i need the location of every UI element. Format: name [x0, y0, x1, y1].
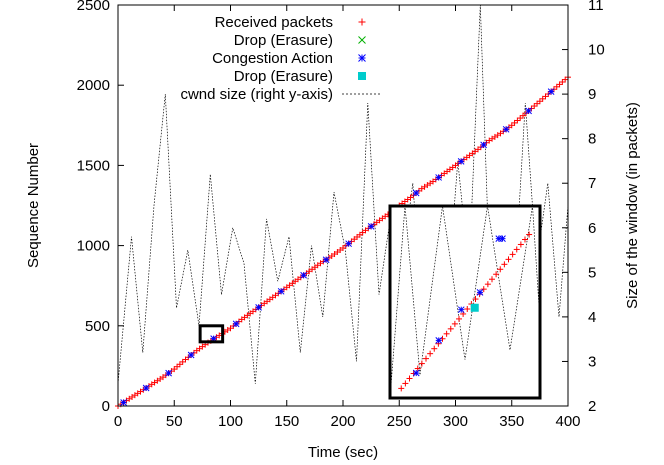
y2-axis-title: Size of the window (in packets) [624, 102, 641, 309]
y2-tick-label: 11 [588, 0, 604, 14]
inset-received-point [526, 231, 533, 238]
legend-swatch [358, 72, 366, 80]
congestion-point [480, 141, 487, 149]
congestion-point [255, 304, 262, 311]
x-tick-label: 150 [274, 413, 299, 430]
inset-received-point [443, 330, 450, 337]
inset-received-point [464, 305, 471, 312]
congestion-point [142, 384, 150, 392]
y-tick-label: 1500 [77, 157, 110, 174]
x-tick-label: 350 [499, 413, 524, 430]
legend-swatch [358, 54, 366, 62]
inset-congestion-point [457, 306, 465, 314]
inset-received-point [501, 261, 508, 268]
inset-received-point [402, 380, 409, 387]
y2-axis-ticks: 2 3 4 5 6 7 8 9 10 11 [562, 0, 605, 415]
x-tick-label: 300 [443, 413, 468, 430]
inset-received-point [398, 385, 405, 392]
inset-received-point [451, 320, 458, 327]
congestion-point [165, 369, 172, 377]
y-tick-label: 1000 [77, 238, 110, 255]
congestion-point [345, 240, 352, 248]
x-axis-ticks: 0 50 100 150 200 250 300 350 400 [114, 5, 581, 430]
inset-received-point [513, 246, 520, 253]
legend-label: Congestion Action [212, 50, 333, 67]
x-tick-label: 400 [555, 413, 580, 430]
inset-received-point [517, 241, 524, 248]
inset-congestion-point [412, 369, 420, 377]
congestion-point [367, 222, 375, 230]
inset-drop-point [470, 303, 479, 312]
inset-received-point [497, 266, 504, 273]
inset-received-point [427, 350, 434, 357]
inset-frame [388, 204, 542, 400]
congestion-point [232, 320, 240, 328]
inset-received-point [472, 296, 479, 303]
congestion-point [525, 107, 532, 115]
inset-received-point [522, 236, 528, 243]
inset-congestion-point [435, 337, 443, 344]
x-tick-label: 100 [218, 413, 243, 430]
inset-received-point [406, 375, 413, 382]
x-tick-label: 50 [166, 413, 183, 430]
x-tick-label: 0 [114, 413, 122, 430]
congestion-point [412, 189, 420, 197]
y-axis-ticks: 0 500 1000 1500 2000 2500 [77, 0, 124, 415]
congestion-point [322, 256, 330, 264]
x-tick-label: 200 [330, 413, 355, 430]
y2-tick-label: 3 [588, 353, 596, 370]
legend-swatch [358, 18, 366, 26]
inset-received-point [493, 271, 500, 278]
legend-label: Received packets [215, 14, 333, 31]
inset-received-point [484, 281, 491, 288]
y2-tick-label: 7 [588, 175, 596, 192]
congestion-point [300, 271, 307, 279]
x-tick-label: 250 [387, 413, 412, 430]
legend-label: Drop (Erasure) [234, 68, 333, 85]
inset-background [390, 206, 540, 398]
inset-received-point [431, 345, 438, 352]
legend-label: cwnd size (right y-axis) [180, 86, 333, 103]
legend-swatch [358, 36, 366, 44]
inset-received-point [480, 286, 487, 293]
inset-received-point [489, 276, 495, 283]
inset-congestion-point [476, 289, 484, 296]
inset-zoom [389, 205, 541, 399]
congestion-point [502, 125, 510, 133]
congestion-point [187, 351, 195, 359]
inset-received-point [423, 355, 429, 362]
y2-tick-label: 6 [588, 220, 596, 237]
y-tick-label: 0 [102, 398, 110, 415]
inset-received-point [505, 256, 512, 263]
y2-tick-label: 8 [588, 131, 596, 148]
congestion-point [435, 174, 442, 181]
y-axis-title: Sequence Number [25, 143, 42, 268]
congestion-point [277, 287, 285, 295]
inset-received-point [414, 365, 421, 372]
legend-label: Drop (Erasure) [234, 32, 333, 49]
y2-tick-label: 9 [588, 86, 596, 103]
y2-tick-label: 2 [588, 398, 596, 415]
congestion-series [120, 88, 555, 406]
y2-tick-label: 4 [588, 309, 596, 326]
inset-congestion-point [499, 235, 506, 242]
inset-received-point [456, 315, 462, 322]
congestion-point [120, 399, 127, 406]
y2-tick-label: 5 [588, 264, 596, 281]
inset-received-point [418, 360, 425, 367]
inset-received-point [509, 251, 516, 258]
x-axis-title: Time (sec) [308, 444, 378, 461]
y-tick-label: 2500 [77, 0, 110, 14]
congestion-point [457, 158, 465, 165]
zoom-source-box [198, 324, 225, 344]
inset-received-point [447, 325, 454, 332]
y-tick-label: 2000 [77, 77, 110, 94]
y-tick-label: 500 [85, 318, 110, 335]
inset-cwnd-line [389, 205, 541, 399]
congestion-point [547, 88, 555, 95]
y2-tick-label: 10 [588, 42, 605, 59]
